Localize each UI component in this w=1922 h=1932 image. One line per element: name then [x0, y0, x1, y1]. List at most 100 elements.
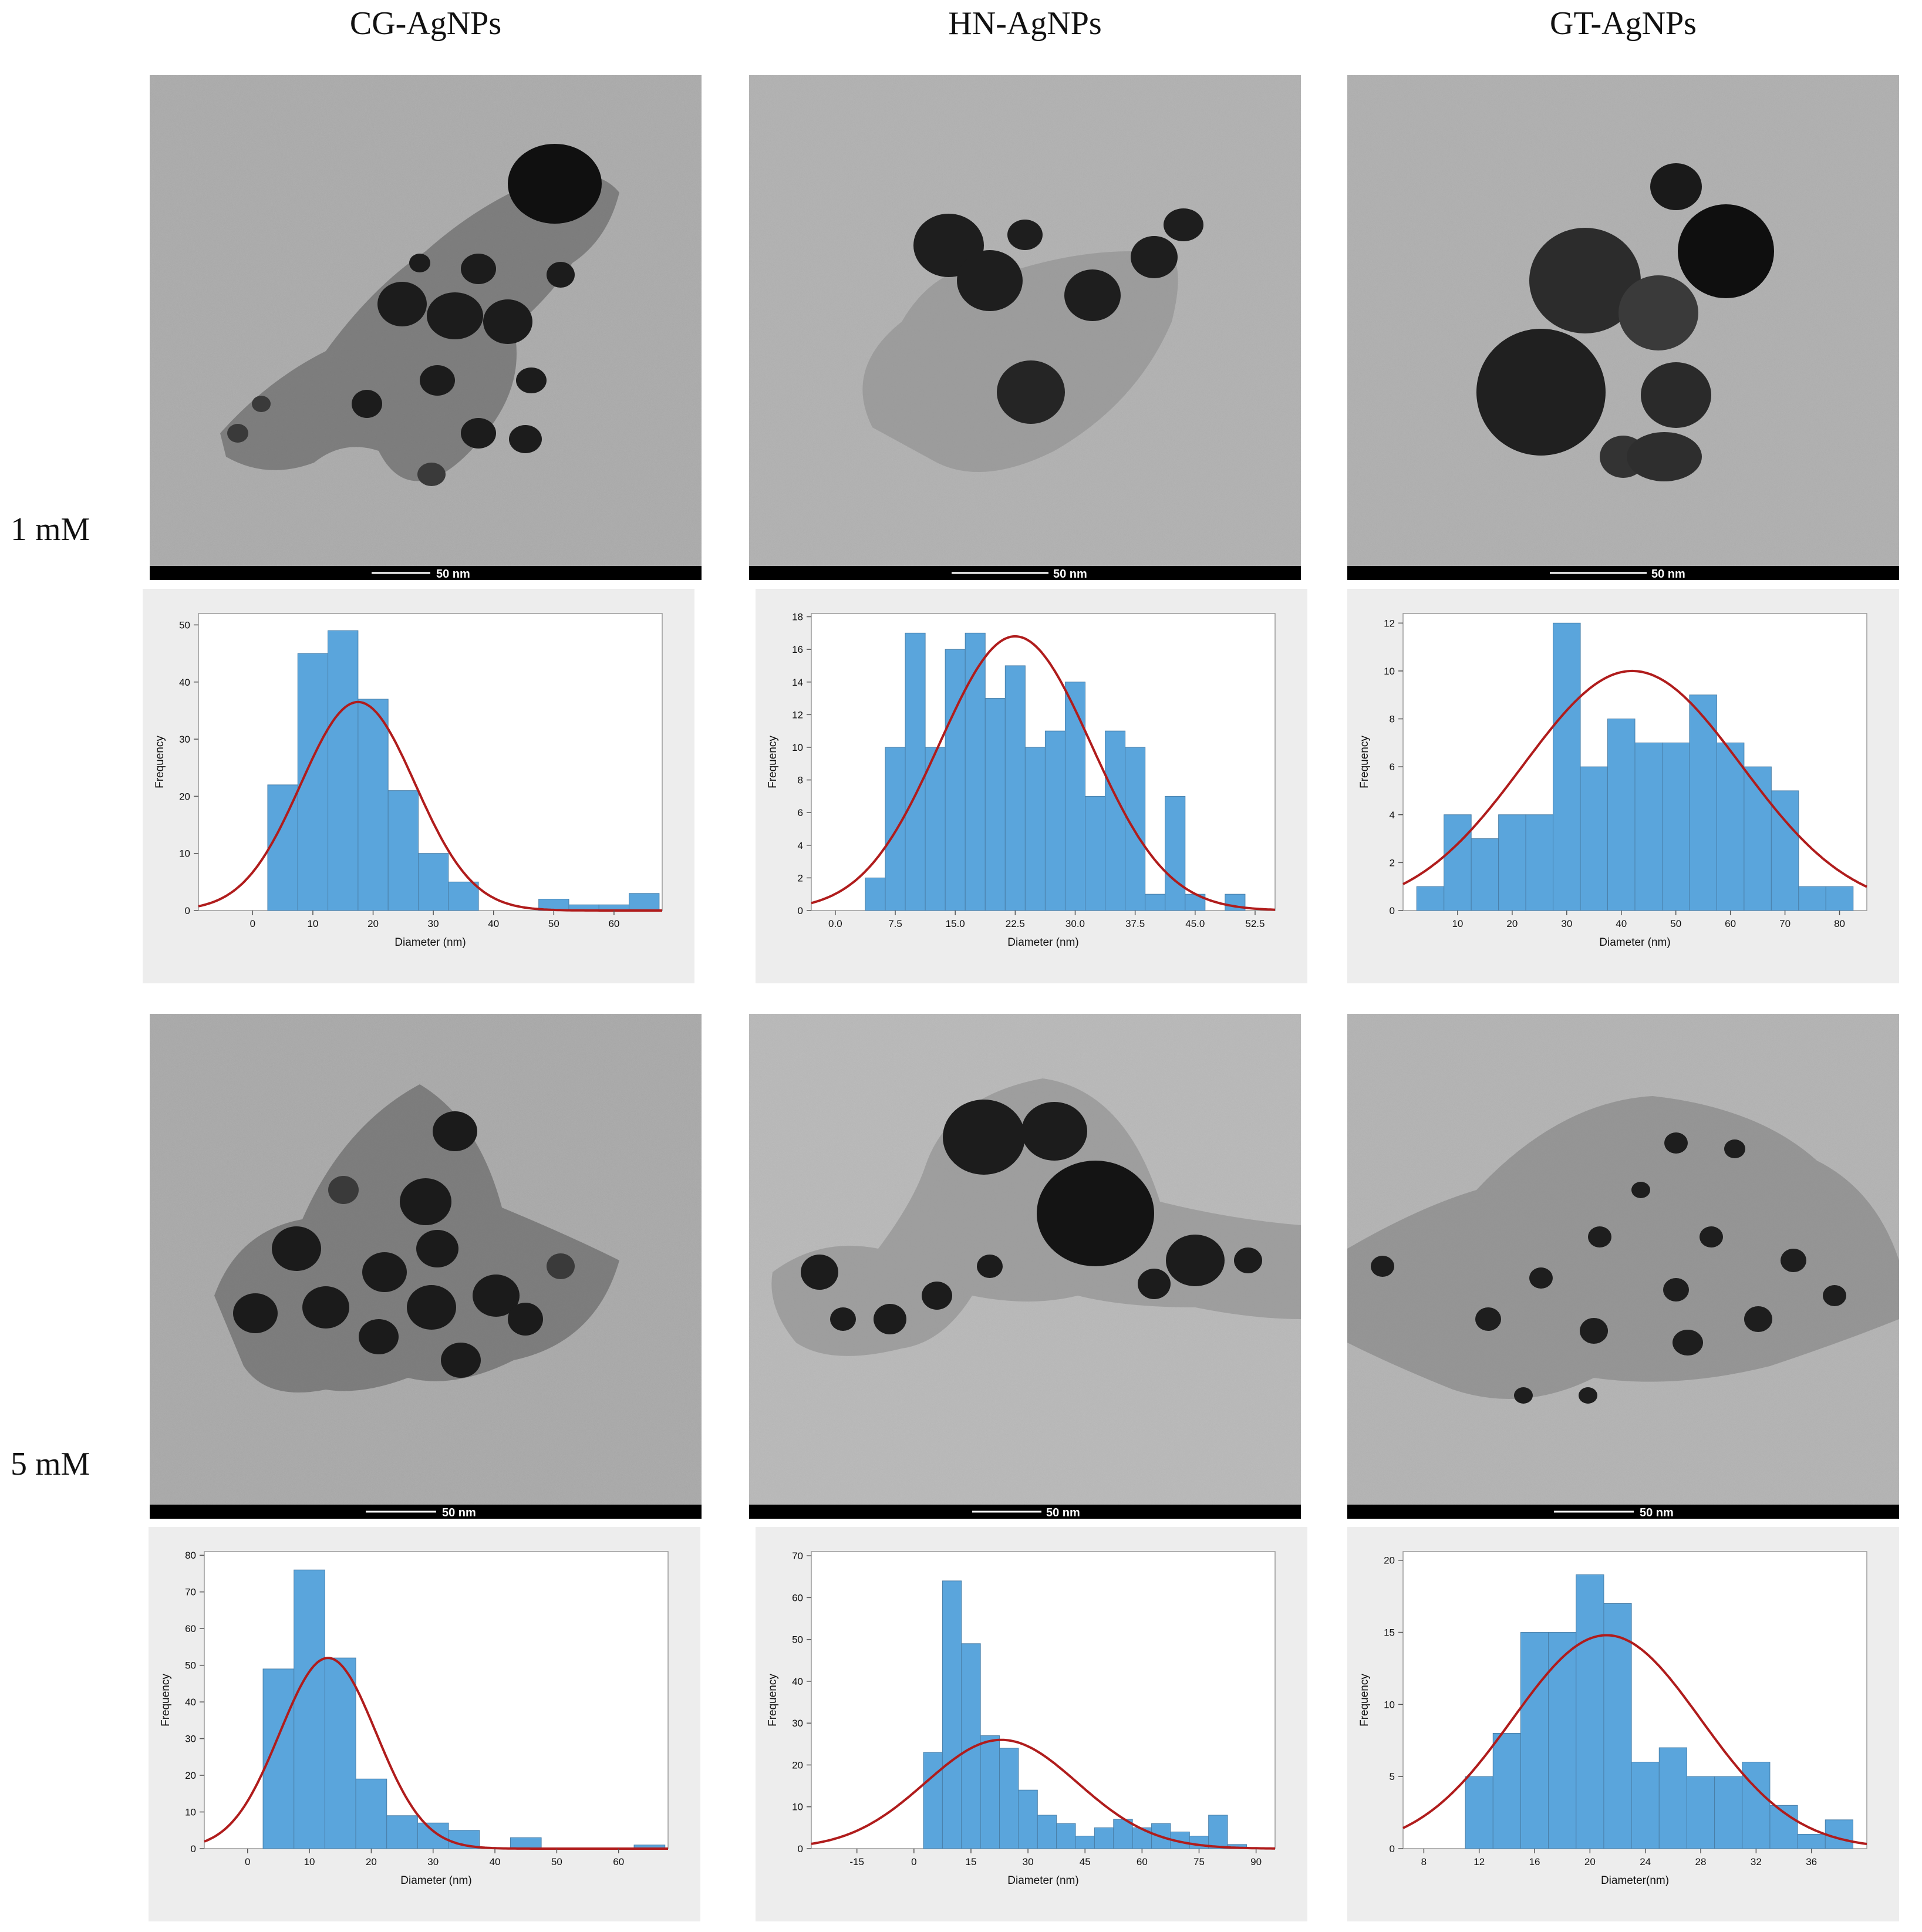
histogram-bar	[1492, 1732, 1521, 1849]
histogram-bar	[355, 1778, 387, 1849]
x-tick-label: 0	[245, 1856, 250, 1867]
y-tick-label: 80	[185, 1550, 196, 1561]
histogram-bar	[1004, 665, 1026, 911]
tem-image-cg-1mm: 50 nm	[150, 75, 702, 580]
y-tick-label: 10	[1384, 666, 1395, 677]
x-tick-label: 20	[1584, 1856, 1596, 1867]
row-label-1mm: 1 mM	[11, 511, 90, 548]
normal-fit-curve	[1402, 669, 1867, 888]
histogram-chart: 10 20 30 40 50 60 70 80 0 2 4 6 8 10 12 Diameter (nm) Fr…	[1358, 613, 1867, 949]
y-tick-label: 5	[1390, 1771, 1395, 1782]
y-tick-label: 70	[185, 1587, 196, 1598]
histogram-bar	[1094, 1827, 1114, 1849]
tem-image-hn-1mm: 50 nm	[749, 75, 1301, 580]
histogram-bar	[1798, 886, 1826, 911]
histogram-bar	[1607, 719, 1636, 911]
x-tick-label: 90	[1250, 1856, 1262, 1867]
x-axis-title: Diameter (nm)	[1599, 936, 1670, 949]
particle-cluster	[771, 1078, 1301, 1356]
histogram-bar	[1044, 730, 1065, 911]
histogram-bar	[1416, 886, 1445, 911]
histogram-bar	[1145, 893, 1166, 911]
histogram-bar	[1125, 747, 1146, 911]
histogram-hn-1mm: 0.0 7.5 15.0 22.5 30.0 37.5 45.0 52.5 0 2 4 6 8 10 12 1…	[756, 589, 1307, 983]
y-tick-label: 40	[792, 1676, 803, 1687]
histogram-bar	[1825, 886, 1854, 911]
histogram-bar	[294, 1569, 325, 1849]
histogram-bar	[945, 649, 966, 911]
histogram-bar	[925, 747, 946, 911]
x-tick-label: 20	[367, 918, 379, 929]
normal-fit-curve	[1402, 1634, 1867, 1845]
y-tick-label: 2	[1390, 857, 1395, 868]
histogram-bar	[386, 1815, 418, 1849]
tem-micrograph: 50 nm	[150, 75, 702, 580]
histogram-bar	[1471, 838, 1499, 911]
x-tick-label: 60	[1137, 1856, 1148, 1867]
y-tick-label: 10	[792, 742, 803, 753]
y-tick-label: 4	[798, 840, 803, 851]
x-tick-label: 60	[613, 1856, 624, 1867]
x-tick-label: 22.5	[1006, 918, 1025, 929]
y-tick-label: 14	[792, 677, 803, 688]
y-tick-label: 10	[1384, 1699, 1395, 1710]
x-tick-label: 15	[966, 1856, 977, 1867]
x-tick-label: 45.0	[1185, 918, 1205, 929]
histogram-bar	[1520, 1632, 1549, 1849]
y-tick-label: 15	[1384, 1627, 1395, 1638]
histogram-bar	[417, 1822, 449, 1849]
y-tick-label: 4	[1390, 810, 1395, 821]
x-tick-label: 8	[1421, 1856, 1427, 1867]
histogram-bar	[1444, 814, 1472, 911]
histogram-hn-5mm: -15 0 15 30 45 60 75 90 0 10 20 30 40 50 60 70 Diameter …	[756, 1527, 1307, 1921]
x-tick-label: 70	[1779, 918, 1791, 929]
y-axis-title: Frequency	[767, 736, 779, 788]
histogram-bar	[1208, 1815, 1228, 1849]
normal-fit-curve	[204, 1657, 668, 1850]
x-tick-label: 40	[488, 918, 499, 929]
histogram-bar	[1056, 1823, 1076, 1849]
y-tick-label: 0	[1390, 905, 1395, 916]
histogram-bar	[980, 1735, 1000, 1849]
x-tick-label: 32	[1751, 1856, 1762, 1867]
histogram-bar	[1037, 1815, 1057, 1849]
histogram-bar	[267, 784, 298, 911]
histogram-gt-1mm: 10 20 30 40 50 60 70 80 0 2 4 6 8 10 12 Diameter (nm) Fr…	[1347, 589, 1899, 983]
scale-bar-label: 50 nm	[1640, 1506, 1674, 1519]
histogram-bar	[1658, 1747, 1687, 1849]
histogram-bar	[1465, 1776, 1493, 1849]
y-tick-label: 20	[1384, 1555, 1395, 1566]
tem-micrograph: 50 nm	[1347, 1014, 1899, 1519]
x-tick-label: 20	[1506, 918, 1518, 929]
y-axis-title: Frequency	[154, 736, 166, 788]
histogram-cg-1mm: 0 10 20 30 40 50 60 0 10 20 30 40 50 Diameter (nm) Fre…	[143, 589, 694, 983]
x-tick-label: 24	[1640, 1856, 1651, 1867]
y-tick-label: 20	[179, 791, 190, 802]
histogram-bar	[1105, 730, 1126, 911]
x-tick-label: 37.5	[1125, 918, 1145, 929]
histogram-bar	[1744, 766, 1772, 911]
histogram-chart: 8 12 16 20 24 28 32 36 0 5 10 15 20 Diameter(nm) Frequ…	[1358, 1551, 1867, 1887]
histogram-bar	[984, 698, 1006, 911]
histogram-bar	[324, 1657, 356, 1849]
tem-micrograph: 50 nm	[150, 1014, 702, 1519]
y-tick-label: 40	[179, 677, 190, 688]
scale-bar-label: 50 nm	[1651, 568, 1685, 580]
x-tick-label: 80	[1834, 918, 1845, 929]
histogram-bar	[999, 1748, 1019, 1849]
y-tick-label: 0	[1390, 1843, 1395, 1855]
x-tick-label: 60	[1725, 918, 1736, 929]
particle-cluster	[1476, 163, 1774, 481]
y-tick-label: 30	[179, 734, 190, 745]
column-title-gt: GT-AgNPs	[1550, 5, 1697, 42]
x-tick-label: 60	[608, 918, 619, 929]
y-axis-title: Frequency	[1358, 736, 1371, 788]
histogram-cg-5mm: 0 10 20 30 40 50 60 0 10 20 30 40 50 60 70 80 Diameter (…	[149, 1527, 700, 1921]
x-tick-label: 52.5	[1245, 918, 1265, 929]
particle-cluster	[862, 208, 1203, 472]
y-tick-label: 8	[798, 775, 803, 786]
particle-cluster	[214, 1084, 619, 1392]
histogram-bar	[1797, 1833, 1826, 1849]
y-tick-label: 0	[798, 905, 803, 916]
x-tick-label: 28	[1695, 1856, 1707, 1867]
